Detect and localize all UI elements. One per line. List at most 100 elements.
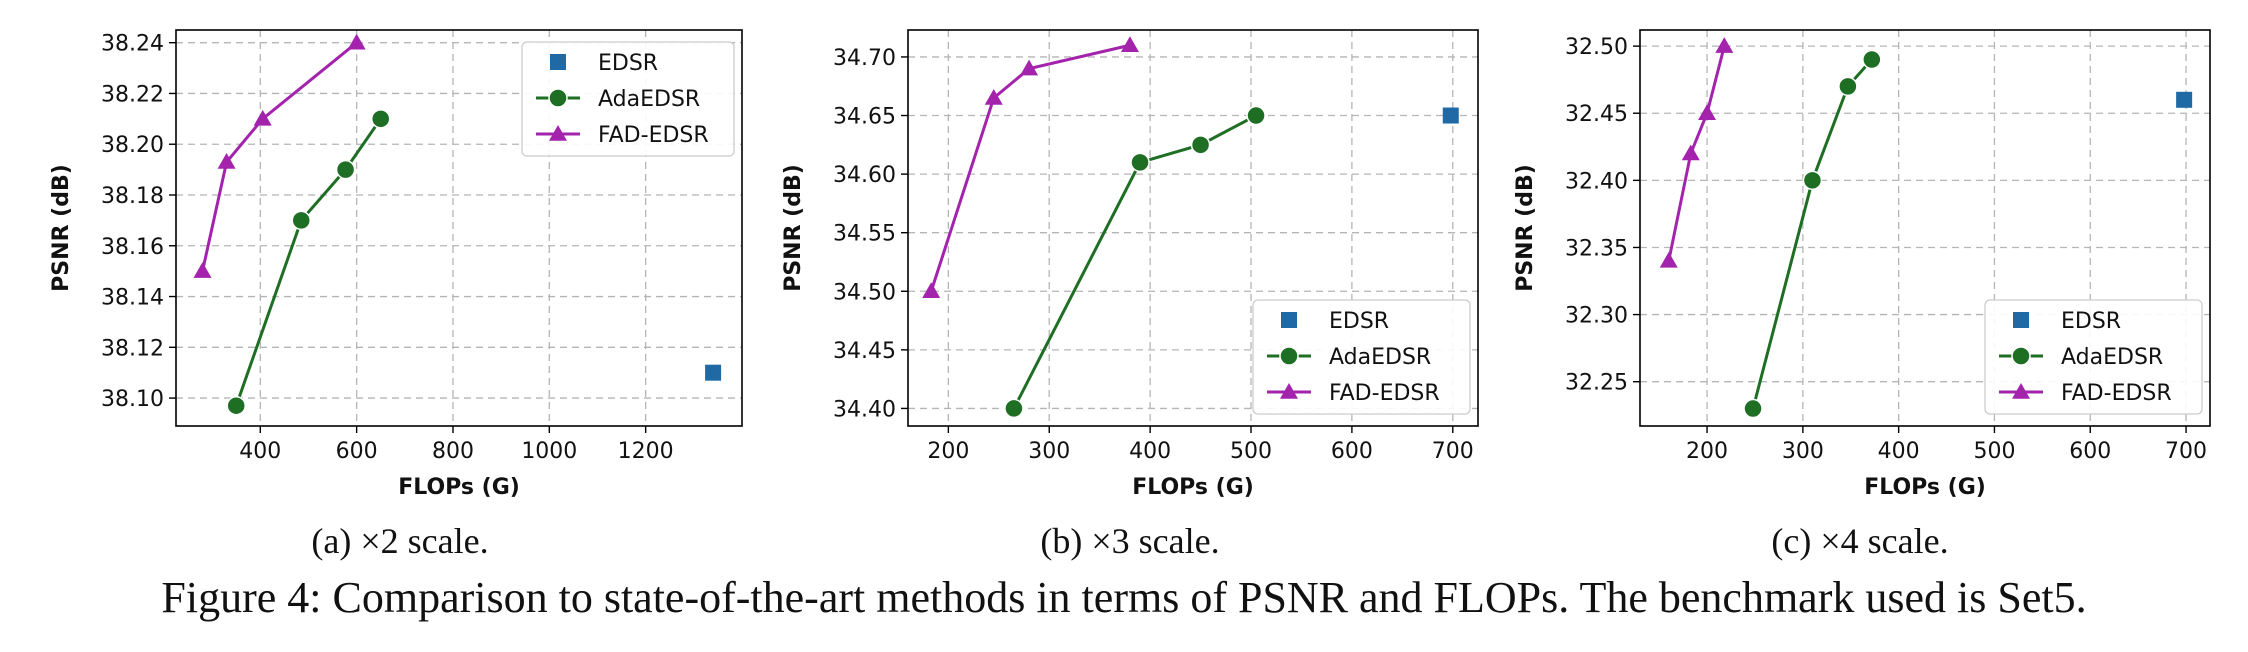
y-tick-label: 38.16	[101, 235, 164, 260]
data-point	[2176, 91, 2193, 108]
x-tick-label: 600	[336, 439, 378, 464]
legend-box	[1984, 299, 2203, 415]
series-line	[929, 43, 1131, 292]
x-tick-label: 600	[2069, 439, 2111, 464]
y-tick-label: 32.50	[1565, 35, 1628, 60]
subcaption-a: (a) ×2 scale.	[311, 521, 489, 561]
series-line	[1012, 114, 1257, 410]
series-adaedsr	[1743, 49, 1882, 419]
series-line	[234, 117, 382, 407]
legend-box	[1252, 299, 1471, 415]
data-point	[984, 88, 1003, 105]
data-point	[1681, 144, 1700, 161]
series-fad-edsr	[193, 33, 366, 278]
subcaption-b: (b) ×3 scale.	[1040, 521, 1220, 561]
series-edsr	[705, 364, 722, 381]
y-axis-label: PSNR (dB)	[1513, 164, 1538, 292]
data-point	[1743, 398, 1763, 419]
y-tick-label: 34.65	[833, 105, 896, 130]
x-tick-label: 200	[1686, 439, 1728, 464]
legend-marker	[1281, 312, 1297, 328]
y-tick-label: 38.10	[101, 387, 164, 412]
y-tick-label: 38.24	[101, 32, 164, 57]
data-point	[226, 395, 246, 416]
x-tick-label: 700	[1432, 439, 1474, 464]
x-tick-label: 600	[1331, 439, 1373, 464]
x-tick-label: 400	[1878, 439, 1920, 464]
data-point	[253, 109, 272, 126]
data-point	[1442, 107, 1459, 124]
data-point	[1862, 49, 1882, 70]
figure-caption: Figure 4: Comparison to state-of-the-art…	[161, 573, 2087, 622]
series-adaedsr	[226, 109, 391, 416]
y-tick-label: 38.22	[101, 82, 164, 107]
series-edsr	[2176, 91, 2193, 108]
data-point	[217, 153, 236, 169]
data-point	[1802, 170, 1823, 191]
y-tick-label: 34.60	[833, 163, 896, 188]
data-point	[1838, 76, 1858, 97]
y-tick-label: 34.45	[833, 339, 896, 364]
legend-label: EDSR	[598, 51, 658, 76]
legend-marker	[549, 125, 567, 141]
data-point	[291, 210, 311, 231]
series-edsr	[1442, 107, 1459, 124]
x-axis-label: FLOPs (G)	[1864, 475, 1986, 500]
data-point	[1020, 59, 1039, 76]
x-tick-label: 500	[1230, 439, 1272, 464]
data-point	[347, 33, 366, 50]
x-tick-label: 500	[1973, 439, 2015, 464]
data-point	[1698, 104, 1717, 120]
y-tick-label: 34.55	[833, 222, 896, 247]
series-adaedsr	[1004, 105, 1266, 419]
y-tick-label: 34.70	[833, 46, 896, 71]
legend-marker	[1279, 346, 1299, 366]
data-point	[370, 109, 391, 129]
y-tick-label: 32.25	[1565, 371, 1628, 396]
x-tick-label: 300	[1782, 439, 1824, 464]
plot-frame	[1639, 29, 2211, 427]
x-tick-label: 400	[239, 439, 281, 464]
legend-label: AdaEDSR	[1329, 345, 1431, 370]
y-tick-label: 32.30	[1565, 304, 1628, 329]
x-tick-label: 1000	[521, 439, 577, 464]
y-tick-label: 38.12	[101, 336, 164, 361]
y-tick-label: 32.40	[1565, 169, 1628, 194]
data-point	[1246, 105, 1266, 126]
series-line	[201, 41, 358, 272]
series-line	[1667, 45, 1726, 262]
y-tick-label: 34.50	[833, 280, 896, 305]
y-tick-label: 38.14	[101, 286, 164, 311]
y-tick-label: 38.20	[101, 133, 164, 158]
plot-frame	[907, 29, 1479, 427]
data-point	[1120, 36, 1139, 52]
data-point	[1715, 37, 1734, 53]
subcaption-c: (c) ×4 scale.	[1771, 521, 1949, 561]
y-tick-label: 32.35	[1565, 236, 1628, 261]
legend-marker	[1280, 383, 1298, 399]
chart-panel-c: 200 300 400 500 600 700 32.25 32.30 32.35 32.40 32…	[1513, 29, 2211, 500]
legend-label: FAD-EDSR	[2061, 381, 2172, 406]
data-point	[335, 159, 356, 180]
y-tick-label: 38.18	[101, 184, 164, 209]
y-axis-label: PSNR (dB)	[49, 164, 74, 292]
legend-label: EDSR	[1329, 309, 1389, 334]
legend-label: AdaEDSR	[598, 87, 700, 112]
legend-marker	[550, 54, 566, 70]
x-tick-label: 200	[927, 439, 969, 464]
data-point	[1130, 152, 1150, 173]
legend: EDSR AdaEDSR FAD-EDSR	[1984, 299, 2203, 415]
data-point	[1004, 398, 1024, 419]
data-point	[1190, 135, 1211, 155]
x-axis-label: FLOPs (G)	[398, 475, 520, 500]
legend-marker	[2011, 346, 2031, 366]
y-tick-label: 34.40	[833, 397, 896, 422]
series-fad-edsr	[1659, 37, 1734, 268]
legend-box	[521, 41, 735, 157]
legend: EDSR AdaEDSR FAD-EDSR	[1252, 299, 1471, 415]
legend-label: AdaEDSR	[2061, 345, 2163, 370]
chart-panel-b: 200 300 400 500 600 700 34.40 34.45 34.50 34.55 34…	[781, 29, 1479, 500]
plot-frame	[175, 29, 743, 427]
data-point	[1659, 251, 1678, 268]
